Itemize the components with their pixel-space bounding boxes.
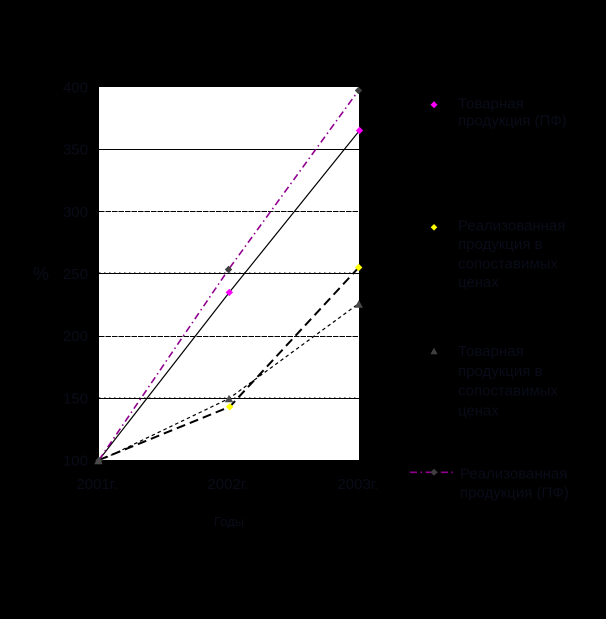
svg-text:200: 200 xyxy=(63,328,88,345)
svg-text:продукция в: продукция в xyxy=(458,236,543,253)
svg-text:Реализованная: Реализованная xyxy=(458,217,565,234)
svg-text:100: 100 xyxy=(63,453,88,470)
svg-text:400: 400 xyxy=(63,80,88,97)
svg-text:продукция в: продукция в xyxy=(458,363,543,380)
svg-text:продукция (ПФ): продукция (ПФ) xyxy=(460,485,569,502)
svg-text:ценах: ценах xyxy=(458,274,499,291)
svg-text:250: 250 xyxy=(63,266,88,283)
svg-text:Реализованная: Реализованная xyxy=(460,466,567,483)
svg-text:сопоставимых: сопоставимых xyxy=(458,256,558,273)
svg-text:ценах: ценах xyxy=(458,402,499,419)
svg-text:350: 350 xyxy=(63,142,88,159)
svg-text:150: 150 xyxy=(63,390,88,407)
svg-text:%: % xyxy=(33,264,49,284)
svg-text:300: 300 xyxy=(63,204,88,221)
svg-text:2001г.: 2001г. xyxy=(76,476,117,493)
svg-text:Товарная: Товарная xyxy=(458,96,524,113)
svg-text:Годы: Годы xyxy=(214,514,244,529)
svg-text:2002г.: 2002г. xyxy=(207,476,248,493)
svg-text:2003г.: 2003г. xyxy=(337,476,378,493)
svg-text:сопоставимых: сопоставимых xyxy=(458,383,558,400)
svg-text:Товарная: Товарная xyxy=(458,343,524,360)
svg-text:продукция (ПФ): продукция (ПФ) xyxy=(458,113,567,130)
